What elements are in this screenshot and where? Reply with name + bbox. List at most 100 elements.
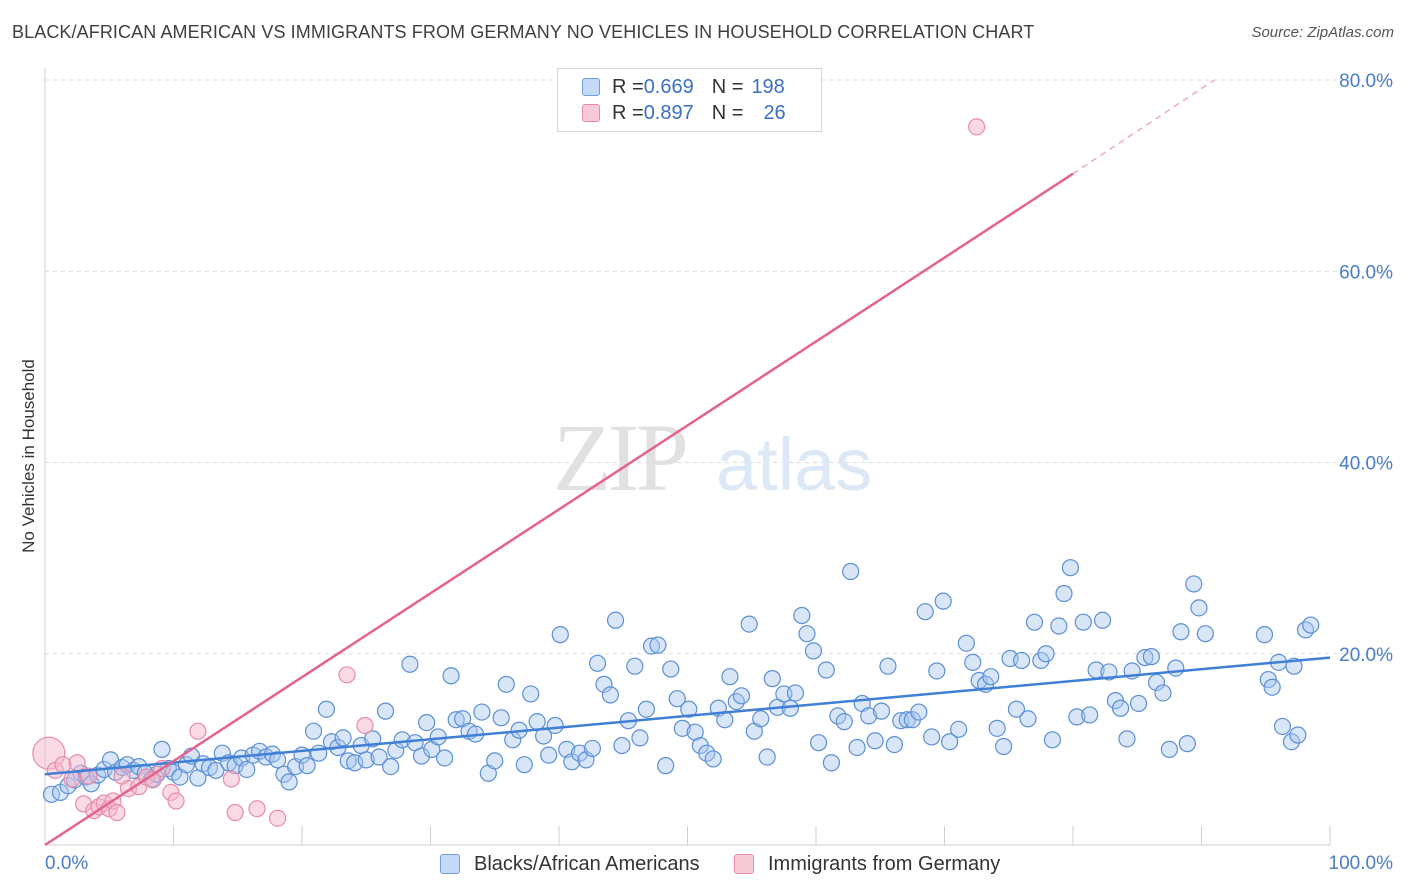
blacks-point [551, 626, 569, 644]
blacks-point [1074, 613, 1092, 631]
y-axis-label: No Vehicles in Household [19, 359, 38, 553]
blacks-point [528, 713, 546, 731]
bottom-legend-swatch-pink [734, 854, 754, 874]
blacks-point [1025, 613, 1044, 631]
blacks-point [957, 634, 975, 652]
blacks-point [923, 728, 941, 746]
gridlines [45, 79, 1392, 655]
blacks-point [238, 760, 256, 779]
blacks-point [1093, 611, 1112, 629]
blacks-point [1037, 645, 1055, 663]
blacks-point [1154, 684, 1172, 702]
blacks-point [662, 660, 680, 678]
blacks-point [809, 734, 828, 752]
germany-point [222, 770, 240, 788]
trend-lines [44, 79, 1331, 847]
blacks-point [668, 690, 686, 708]
bottom-legend-germany: Immigrants from Germany [734, 852, 1000, 876]
blacks-point [382, 757, 400, 776]
legend-r-value: 0.897 [643, 101, 694, 124]
x-tick-labels: 0.0% 100.0% [45, 853, 1393, 874]
blacks-point [334, 729, 352, 747]
blacks-point [357, 751, 375, 769]
watermark-zip: ZIP [553, 404, 686, 511]
blacks-point [817, 661, 835, 679]
blacks-point [950, 720, 968, 738]
blacks-point [317, 700, 336, 718]
y-tick-label: 60.0% [1339, 262, 1393, 283]
blacks-point [1007, 700, 1026, 718]
blacks-point [740, 615, 758, 633]
blacks-point [752, 710, 770, 728]
blacks-point [370, 748, 388, 766]
blacks-point [879, 657, 897, 675]
germany-point [54, 756, 72, 774]
legend-r-label: R = [612, 101, 644, 124]
legend-swatch-pink [582, 104, 600, 122]
blacks-point [1061, 559, 1080, 577]
legend-n-label: N = [711, 75, 744, 98]
bottom-legend-swatch-blue [440, 854, 460, 874]
germany-point [68, 754, 86, 772]
blacks-point [606, 611, 625, 629]
blacks-point [1255, 626, 1274, 644]
blacks-point [1160, 740, 1178, 758]
blacks-point [1043, 731, 1062, 749]
blacks-point [835, 713, 853, 731]
blacks-point [436, 749, 454, 767]
blacks-point [822, 754, 841, 772]
blacks-point [698, 744, 716, 762]
blacks-point [153, 740, 171, 758]
germany-point [356, 716, 374, 735]
germany-point [248, 800, 266, 818]
blacks-point [680, 700, 698, 718]
blacks-point [497, 675, 515, 693]
x-tick-label: 100.0% [1329, 853, 1394, 874]
blacks-point [798, 625, 816, 643]
blacks-point [1185, 575, 1203, 593]
germany-point [167, 792, 185, 810]
blacks-point [1100, 663, 1118, 681]
stats-legend: R = 0.669 N = 198 R = 0.897 N = 26 [557, 68, 822, 132]
blacks-point [804, 642, 823, 660]
blacks-point [447, 711, 465, 729]
germany-point [338, 666, 356, 684]
blacks-point [631, 729, 649, 747]
blacks-point [486, 752, 504, 770]
blacks-point [1178, 735, 1196, 753]
blacks-point [207, 761, 225, 780]
x-tick-label: 0.0% [45, 853, 88, 874]
y-tick-label: 20.0% [1339, 645, 1393, 666]
watermark: ZIP atlas [553, 404, 872, 511]
blacks-point [393, 731, 411, 749]
bottom-legend-blacks: Blacks/African Americans [440, 852, 700, 876]
germany-point [108, 803, 126, 822]
germany-point [268, 809, 287, 827]
blacks-point [964, 653, 982, 671]
blacks-point [1190, 599, 1208, 617]
blacks-point [848, 738, 866, 757]
blacks-point [492, 709, 510, 727]
legend-row-blacks: R = 0.669 N = 198 [582, 75, 785, 99]
y-tick-labels: 20.0% 40.0% 60.0% 80.0% [1339, 71, 1393, 666]
blacks-point [673, 719, 691, 737]
blacks-point [473, 703, 491, 721]
blacks-point [988, 719, 1006, 737]
axes [44, 68, 1331, 846]
blacks-point [522, 685, 540, 703]
blacks-point [910, 703, 928, 721]
legend-r-value: 0.669 [643, 75, 694, 98]
blacks-point [842, 562, 860, 581]
blacks-point [442, 667, 460, 685]
blacks-point [982, 668, 1000, 686]
legend-row-germany: R = 0.897 N = 26 [582, 101, 786, 125]
blacks-point [1196, 625, 1214, 643]
blacks-point [1172, 623, 1190, 641]
blacks-point [546, 716, 564, 735]
germany-point [968, 118, 986, 136]
blacks-point [704, 750, 722, 768]
source-label: Source: ZipAtlas.com [1251, 24, 1394, 41]
blacks-point [1012, 651, 1031, 670]
blacks-point [412, 747, 431, 765]
blacks-point [732, 687, 751, 705]
